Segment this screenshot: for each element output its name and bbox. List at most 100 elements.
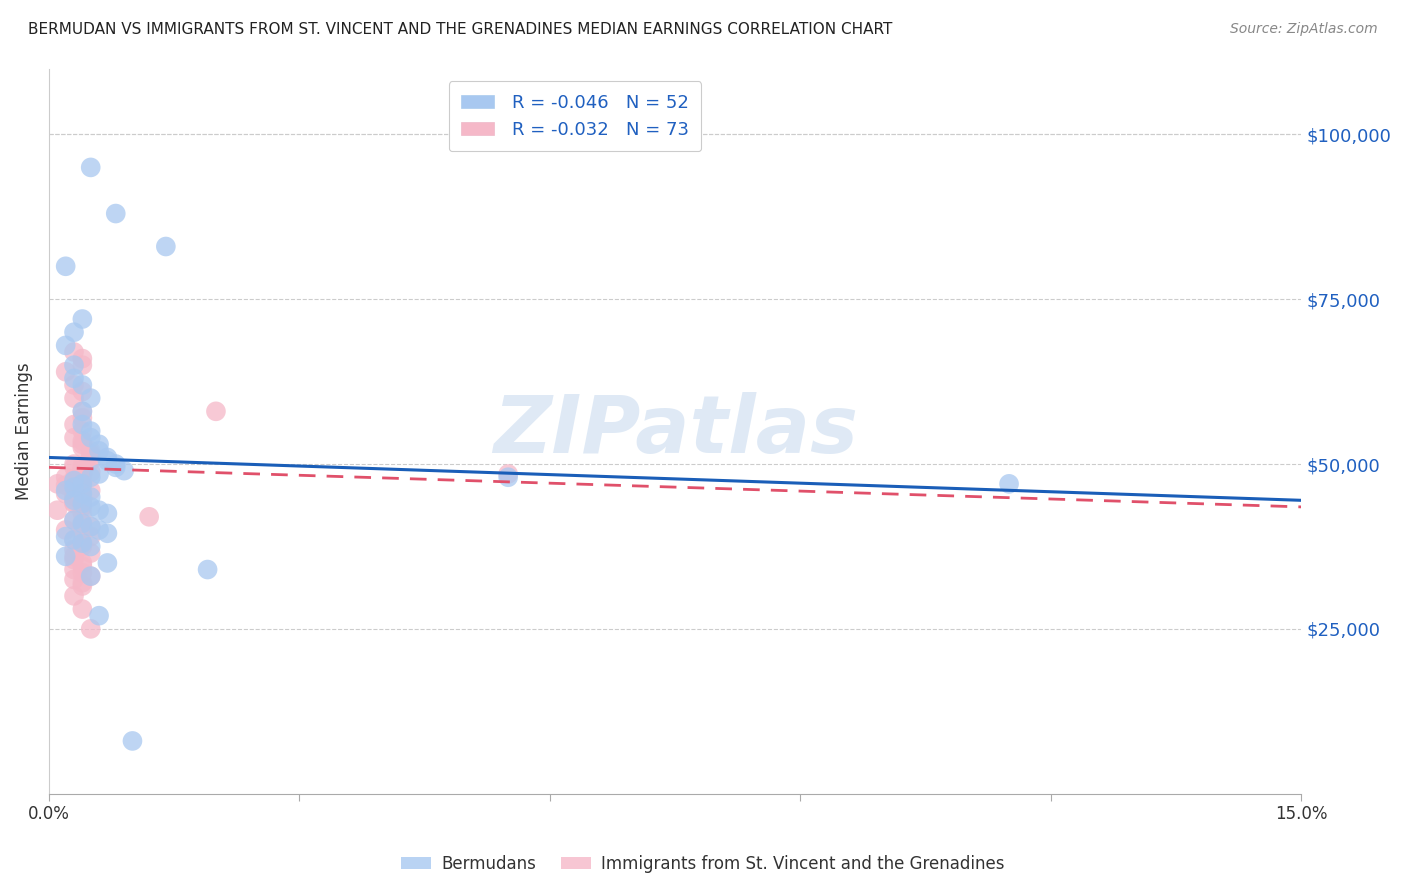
Point (72, 602, 94, 616)
Point (72, 493, 94, 508)
Point (63, 493, 86, 508)
Point (80, 465, 103, 479)
Point (104, 206, 127, 220)
Point (72, 475, 94, 490)
Point (63, 378, 86, 392)
Point (63, 513, 86, 527)
Point (63, 431, 86, 445)
Point (80, 431, 103, 445)
Point (72, 491, 94, 506)
Point (72, 417, 94, 432)
Point (104, 457, 127, 471)
Point (87, 608, 110, 623)
Point (72, 526, 94, 541)
Legend: Bermudans, Immigrants from St. Vincent and the Grenadines: Bermudans, Immigrants from St. Vincent a… (395, 848, 1011, 880)
Point (72, 464, 94, 478)
Point (80, 391, 103, 405)
Point (55, 523, 77, 537)
Point (72, 434, 94, 448)
Point (72, 575, 94, 590)
Point (80, 450, 103, 465)
Point (72, 404, 94, 418)
Point (138, 509, 160, 524)
Point (205, 404, 228, 418)
Point (80, 454, 103, 468)
Point (63, 391, 86, 405)
Point (96, 556, 118, 570)
Y-axis label: Median Earnings: Median Earnings (15, 362, 32, 500)
Point (55, 487, 77, 501)
Point (72, 458, 94, 473)
Point (46, 476, 69, 491)
Point (72, 411, 94, 425)
Point (72, 507, 94, 521)
Point (80, 490, 103, 504)
Point (55, 549, 77, 564)
Point (80, 622, 103, 636)
Point (87, 437, 110, 451)
Point (55, 365, 77, 379)
Point (63, 497, 86, 511)
Point (63, 542, 86, 557)
Point (46, 503, 69, 517)
Point (72, 424, 94, 438)
Point (55, 483, 77, 498)
Point (63, 417, 86, 432)
Point (96, 450, 118, 465)
Point (72, 312, 94, 326)
Point (112, 464, 135, 478)
Point (72, 540, 94, 554)
Point (80, 424, 103, 438)
Point (63, 490, 86, 504)
Point (80, 519, 103, 533)
Point (87, 503, 110, 517)
Point (63, 552, 86, 566)
Point (72, 566, 94, 580)
Point (63, 549, 86, 564)
Point (80, 540, 103, 554)
Text: ZIPatlas: ZIPatlas (492, 392, 858, 470)
Point (72, 500, 94, 514)
Point (72, 556, 94, 570)
Point (72, 536, 94, 550)
Point (63, 589, 86, 603)
Point (72, 467, 94, 481)
Point (55, 338, 77, 352)
Point (197, 562, 219, 576)
Point (63, 358, 86, 372)
Point (63, 325, 86, 339)
Legend: R = -0.046   N = 52, R = -0.032   N = 73: R = -0.046 N = 52, R = -0.032 N = 73 (449, 81, 702, 152)
Point (72, 487, 94, 501)
Point (72, 498, 94, 512)
Point (63, 457, 86, 471)
Point (63, 489, 86, 503)
Point (63, 573, 86, 587)
Point (63, 371, 86, 385)
Point (96, 507, 118, 521)
Point (96, 454, 118, 468)
Point (998, 476, 1021, 491)
Point (63, 480, 86, 494)
Point (80, 569, 103, 583)
Point (87, 443, 110, 458)
Point (72, 351, 94, 366)
Point (72, 437, 94, 451)
Point (155, 239, 177, 253)
Point (72, 358, 94, 372)
Point (80, 483, 103, 498)
Point (55, 470, 77, 484)
Point (80, 530, 103, 544)
Point (87, 523, 110, 537)
Point (63, 460, 86, 475)
Point (63, 562, 86, 576)
Point (80, 519, 103, 533)
Point (55, 260, 77, 274)
Point (72, 404, 94, 418)
Point (80, 569, 103, 583)
Point (121, 734, 143, 748)
Point (55, 478, 77, 492)
Point (72, 476, 94, 491)
Point (72, 441, 94, 455)
Point (72, 482, 94, 496)
Point (72, 579, 94, 593)
